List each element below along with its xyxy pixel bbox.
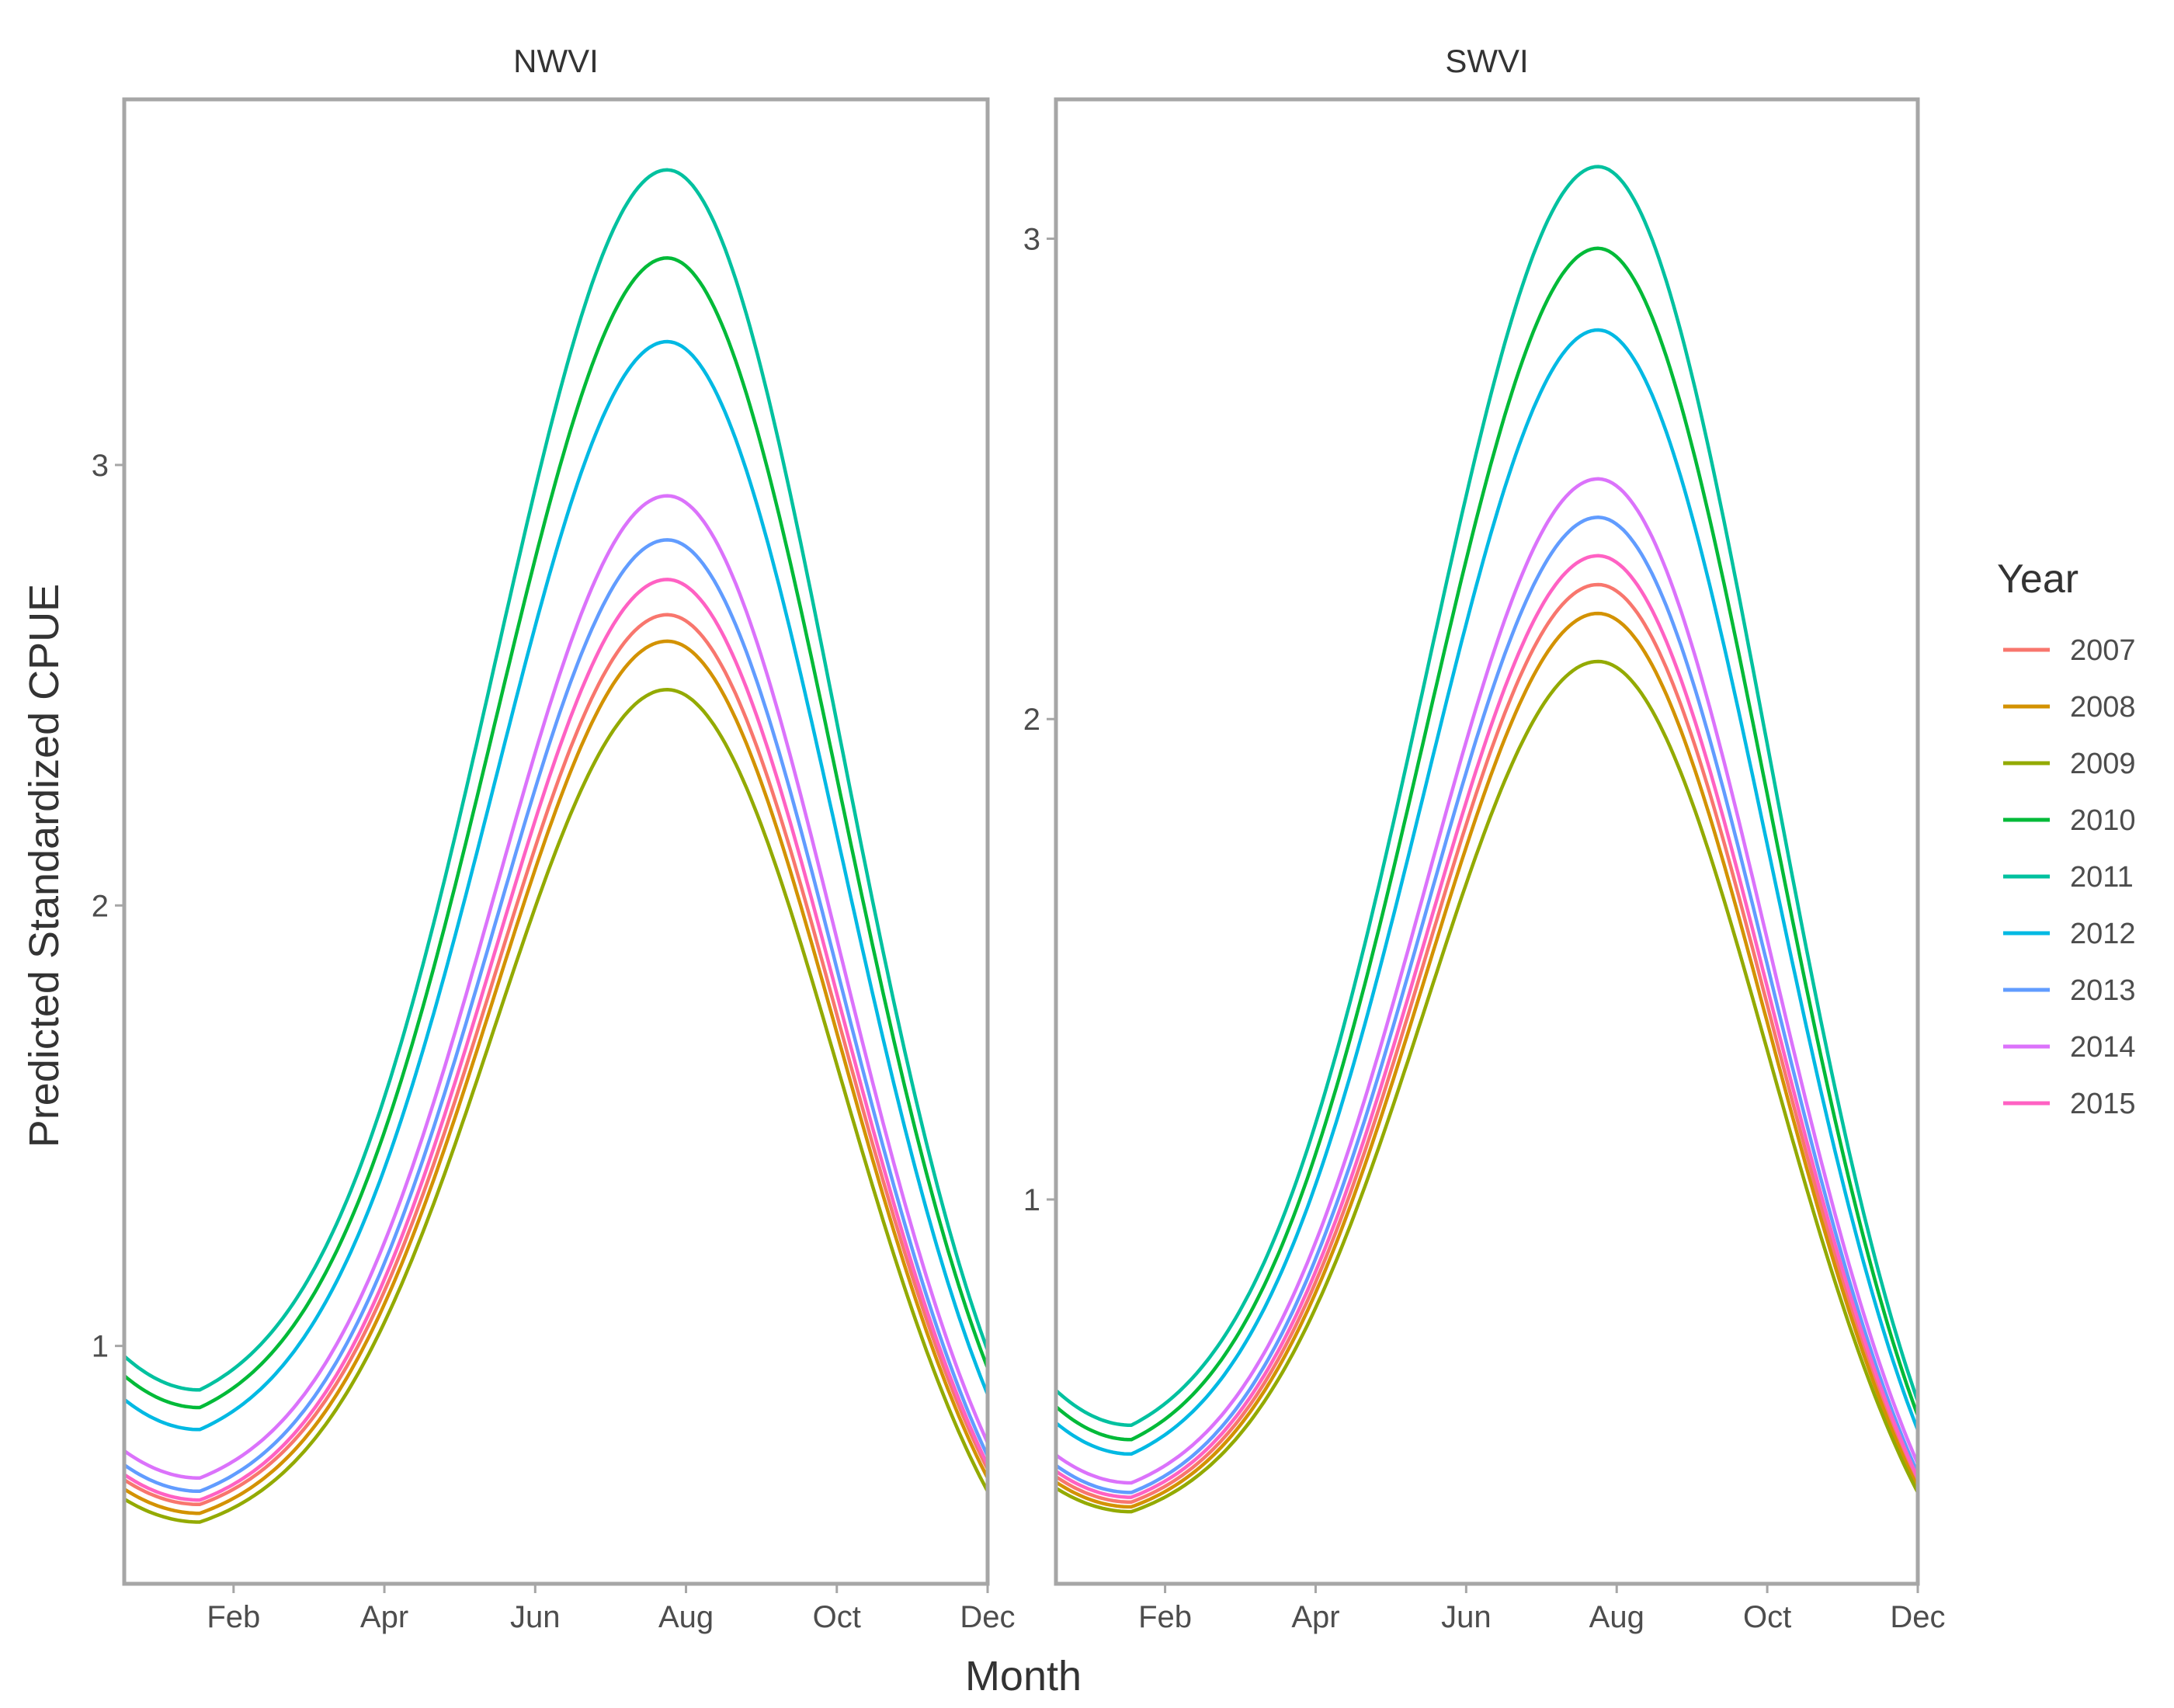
panel-title: SWVI bbox=[1445, 43, 1528, 79]
legend-item-2011: 2011 bbox=[2003, 861, 2134, 894]
legend: Year 2007 2008 2009 2010 2011 2012 2013 2014 201… bbox=[1997, 557, 2136, 1120]
legend-title: Year bbox=[1997, 557, 2078, 602]
panel-border bbox=[124, 99, 988, 1584]
x-tick-label: Feb bbox=[1138, 1600, 1192, 1634]
y-tick-label: 2 bbox=[1023, 703, 1040, 737]
x-tick-label: Oct bbox=[813, 1600, 861, 1634]
x-tick-label: Aug bbox=[1589, 1600, 1644, 1634]
legend-label: 2012 bbox=[2070, 918, 2136, 950]
legend-label: 2011 bbox=[2070, 861, 2134, 894]
series-line-2010 bbox=[1056, 248, 1918, 1440]
series-lines bbox=[1056, 167, 1918, 1512]
x-tick-label: Dec bbox=[960, 1600, 1015, 1634]
x-tick-label: Oct bbox=[1743, 1600, 1791, 1634]
series-line-2014 bbox=[1056, 479, 1918, 1483]
legend-label: 2014 bbox=[2070, 1031, 2136, 1064]
panel-border bbox=[1056, 99, 1918, 1584]
legend-item-2014: 2014 bbox=[2003, 1031, 2136, 1064]
series-lines bbox=[124, 170, 988, 1522]
legend-item-2013: 2013 bbox=[2003, 974, 2136, 1007]
y-axis-title: Predicted Standardized CPUE bbox=[21, 584, 68, 1147]
y-tick-label: 3 bbox=[1023, 222, 1040, 256]
series-line-2014 bbox=[124, 496, 988, 1478]
series-line-2013 bbox=[1056, 517, 1918, 1492]
legend-item-2012: 2012 bbox=[2003, 918, 2136, 950]
legend-label: 2008 bbox=[2070, 691, 2136, 724]
legend-label: 2015 bbox=[2070, 1088, 2136, 1120]
legend-item-2010: 2010 bbox=[2003, 804, 2136, 837]
x-tick-label: Aug bbox=[658, 1600, 714, 1634]
legend-item-2008: 2008 bbox=[2003, 691, 2136, 724]
legend-label: 2009 bbox=[2070, 748, 2136, 780]
legend-item-2015: 2015 bbox=[2003, 1088, 2136, 1120]
legend-label: 2013 bbox=[2070, 974, 2136, 1007]
x-axis-title: Month bbox=[965, 1653, 1082, 1699]
legend-label: 2007 bbox=[2070, 634, 2136, 667]
x-tick-label: Feb bbox=[207, 1600, 260, 1634]
legend-item-2007: 2007 bbox=[2003, 634, 2136, 667]
x-tick-label: Apr bbox=[1291, 1600, 1339, 1634]
panel-nwvi: NWVI 1 2 3 Feb Apr Jun Aug Oct Dec bbox=[92, 43, 1016, 1634]
series-line-2015 bbox=[124, 579, 988, 1500]
panel-swvi: SWVI 1 2 3 Feb Apr Jun Aug Oct Dec bbox=[1023, 43, 1946, 1634]
legend-label: 2010 bbox=[2070, 804, 2136, 837]
legend-item-2009: 2009 bbox=[2003, 748, 2136, 780]
y-tick-label: 2 bbox=[92, 889, 109, 923]
series-line-2011 bbox=[1056, 167, 1918, 1425]
series-line-2007 bbox=[1056, 585, 1918, 1502]
y-tick-label: 3 bbox=[92, 449, 109, 483]
panel-title: NWVI bbox=[513, 43, 599, 79]
y-tick-label: 1 bbox=[1023, 1183, 1040, 1217]
x-tick-label: Dec bbox=[1890, 1600, 1945, 1634]
x-tick-label: Jun bbox=[1441, 1600, 1492, 1634]
series-line-2011 bbox=[124, 170, 988, 1390]
y-tick-label: 1 bbox=[92, 1330, 109, 1364]
x-tick-label: Apr bbox=[360, 1600, 408, 1634]
x-tick-label: Jun bbox=[510, 1600, 561, 1634]
series-line-2008 bbox=[1056, 613, 1918, 1507]
